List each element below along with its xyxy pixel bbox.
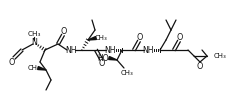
Text: O: O <box>197 61 203 70</box>
Text: HO: HO <box>97 54 109 62</box>
Text: NH: NH <box>142 45 154 55</box>
Polygon shape <box>109 57 117 60</box>
Text: O: O <box>99 58 105 68</box>
Text: CH₃: CH₃ <box>28 65 40 71</box>
Text: O: O <box>177 32 183 42</box>
Text: O: O <box>137 32 143 42</box>
Text: CH₃: CH₃ <box>214 53 227 59</box>
Text: O: O <box>61 27 67 36</box>
Polygon shape <box>88 37 96 40</box>
Text: CH₃: CH₃ <box>27 31 41 37</box>
Text: O: O <box>9 57 15 67</box>
Text: N: N <box>31 38 37 46</box>
Text: NH: NH <box>104 45 116 55</box>
Polygon shape <box>38 67 46 70</box>
Text: CH₃: CH₃ <box>121 70 133 76</box>
Text: CH₃: CH₃ <box>95 35 107 41</box>
Text: NH: NH <box>65 45 77 55</box>
